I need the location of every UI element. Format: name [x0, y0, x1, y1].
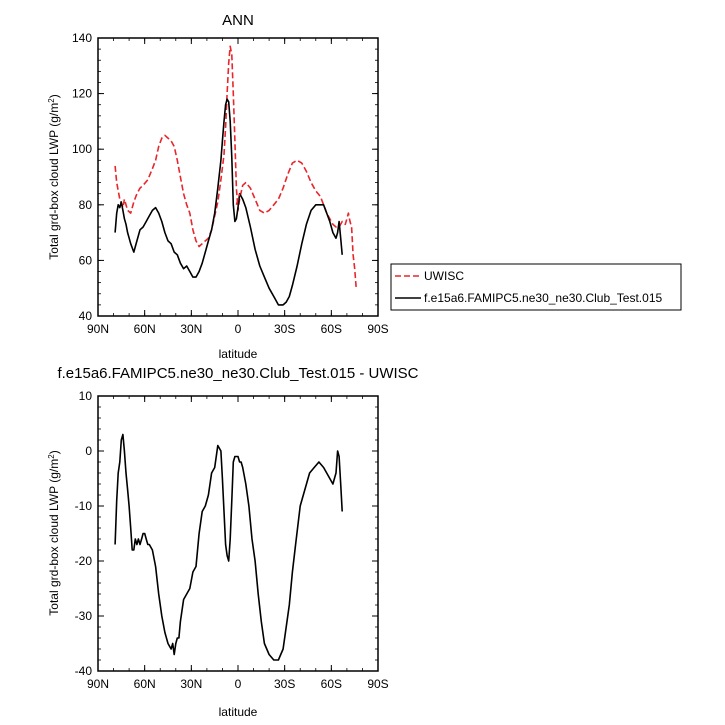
top-xtick-label: 60S	[321, 322, 342, 336]
chart-bottom-panel: 90N 60N 30N 0 30S 60S 90S -40 -30 -20 -10 0 10 f.e15…	[47, 365, 419, 719]
bottom-xtick-label: 90N	[87, 677, 109, 691]
top-ytick-label: 120	[72, 87, 92, 101]
top-xtick-label: 0	[235, 322, 242, 336]
bottom-ytick-label: 0	[85, 444, 92, 458]
bottom-ytick-label: -20	[75, 554, 93, 568]
top-series-group	[114, 45, 357, 306]
top-ytick-label: 100	[72, 142, 92, 156]
plot-frame-top	[97, 37, 379, 317]
bottom-ytick-label: 10	[79, 389, 93, 403]
legend-box	[390, 263, 682, 311]
top-axis-ticks: 90N 60N 30N 0 30S 60S 90S 40 60 80 100 120 140	[72, 31, 389, 336]
top-xtick-label: 90N	[87, 322, 109, 336]
bottom-xtick-label: 30S	[274, 677, 295, 691]
top-xtick-label: 60N	[134, 322, 156, 336]
x-axis-label-top: latitude	[219, 347, 258, 361]
top-ytick-label: 60	[79, 253, 93, 267]
top-ytick-label: 80	[79, 198, 93, 212]
y-axis-label-top: Total grd-box cloud LWP (g/m2)	[47, 94, 62, 259]
bottom-xtick-label: 30N	[180, 677, 202, 691]
bottom-xtick-label: 60N	[134, 677, 156, 691]
legend: UWISC f.e15a6.FAMIPC5.ne30_ne30.Club_Tes…	[390, 263, 682, 311]
top-xtick-label: 30S	[274, 322, 295, 336]
chart-title-bottom: f.e15a6.FAMIPC5.ne30_ne30.Club_Test.015 …	[57, 365, 418, 382]
bottom-axis-ticks: 90N 60N 30N 0 30S 60S 90S -40 -30 -20 -10 0 10	[75, 389, 389, 691]
bottom-series-group	[114, 433, 343, 661]
legend-label-uwisc: UWISC	[424, 269, 464, 283]
chart-top-panel: 90N 60N 30N 0 30S 60S 90S 40 60 80 100 120 140 ANN l…	[47, 12, 682, 361]
bottom-xtick-label: 90S	[367, 677, 388, 691]
top-ytick-label: 40	[79, 309, 93, 323]
bottom-ytick-label: -10	[75, 499, 93, 513]
top-xtick-label: 30N	[180, 322, 202, 336]
bottom-ytick-label: -40	[75, 664, 93, 678]
bottom-xtick-label: 0	[235, 677, 242, 691]
legend-label-model: f.e15a6.FAMIPC5.ne30_ne30.Club_Test.015	[424, 291, 662, 305]
y-axis-label-bottom: Total grd-box cloud LWP (g/m2)	[47, 450, 62, 615]
bottom-xtick-label: 60S	[321, 677, 342, 691]
bottom-series-line-0	[114, 433, 343, 661]
plot-frame-bottom	[97, 395, 379, 672]
x-axis-label-bottom: latitude	[219, 705, 258, 719]
bottom-ytick-label: -30	[75, 609, 93, 623]
chart-title-top: ANN	[222, 12, 254, 29]
top-series-line-2	[235, 193, 241, 206]
top-series-line-1	[114, 98, 343, 306]
top-xtick-label: 90S	[367, 322, 388, 336]
top-series-line-0	[114, 45, 357, 289]
top-ytick-label: 140	[72, 31, 92, 45]
